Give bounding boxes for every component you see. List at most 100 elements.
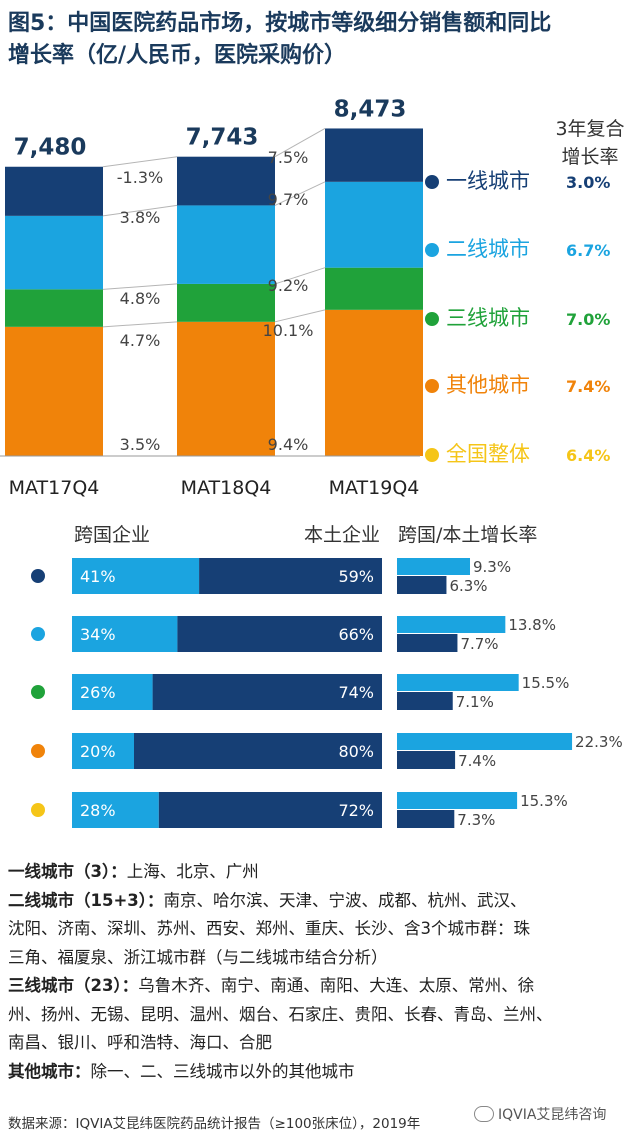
mnc-share-label: 28% xyxy=(80,801,116,820)
x-tick-label: MAT19Q4 xyxy=(329,477,420,499)
local-share-label: 66% xyxy=(338,625,374,644)
note-line: 沈阳、济南、深圳、苏州、西安、郑州、重庆、长沙、含3个城市群：珠 xyxy=(8,919,530,938)
legend-header-line: 3年复合 xyxy=(555,118,624,140)
local-growth-label: 6.3% xyxy=(449,577,487,595)
header-mnc: 跨国企业 xyxy=(74,524,150,546)
title-line-1: 图5：中国医院药品市场，按城市等级细分销售额和同比 xyxy=(8,11,552,36)
wechat-icon xyxy=(474,1106,494,1122)
connector-line xyxy=(274,128,326,158)
growth-label: 10.1% xyxy=(263,321,314,340)
mnc-growth-label: 15.5% xyxy=(522,674,570,692)
growth-label: 9.2% xyxy=(268,276,309,295)
connector-line xyxy=(102,283,178,290)
mnc-growth-bar xyxy=(397,616,506,633)
local-share-bar xyxy=(158,792,382,828)
stack-bar-segment xyxy=(325,267,423,310)
row-marker xyxy=(31,744,45,758)
mnc-growth-bar xyxy=(397,792,518,809)
total-label: 7,743 xyxy=(186,125,259,151)
legend-header-line: 增长率 xyxy=(561,146,618,168)
legend-marker xyxy=(425,243,439,257)
local-share-label: 74% xyxy=(338,683,374,702)
mnc-growth-label: 9.3% xyxy=(473,558,511,576)
row-marker xyxy=(31,627,45,641)
title-line-2: 增长率（亿/人民币，医院采购价） xyxy=(8,43,347,68)
legend-marker xyxy=(425,379,439,393)
watermark-text: IQVIA艾昆纬咨询 xyxy=(498,1107,607,1123)
mnc-growth-label: 13.8% xyxy=(508,616,556,634)
row-marker xyxy=(31,685,45,699)
note-line: 其他城市：除一、二、三线城市以外的其他城市 xyxy=(8,1061,355,1081)
growth-label: 4.8% xyxy=(120,289,161,308)
stack-bar-segment xyxy=(5,166,103,216)
local-growth-label: 7.3% xyxy=(457,811,495,829)
total-label: 8,473 xyxy=(334,96,407,122)
connector-line xyxy=(102,204,178,217)
stack-bar-segment xyxy=(325,309,423,456)
total-label: 7,480 xyxy=(14,135,87,161)
connector-line xyxy=(102,156,178,168)
local-growth-label: 7.4% xyxy=(458,752,496,770)
growth-label: 3.5% xyxy=(120,435,161,454)
growth-label: 3.8% xyxy=(120,208,161,227)
connector-line xyxy=(274,267,326,285)
local-growth-label: 7.1% xyxy=(456,693,494,711)
mnc-share-bar xyxy=(72,792,159,828)
stack-bar-segment xyxy=(177,156,275,206)
stack-bar-segment xyxy=(177,321,275,456)
local-share-bar xyxy=(152,674,382,710)
growth-label: 9.4% xyxy=(268,435,309,454)
note-line: 一线城市（3）：上海、北京、广州 xyxy=(8,862,259,881)
connector-line xyxy=(274,309,326,323)
growth-label: 4.7% xyxy=(120,331,161,350)
legend-label: 其他城市 xyxy=(446,373,530,397)
growth-label: 9.7% xyxy=(268,190,309,209)
stack-bar-segment xyxy=(177,283,275,322)
mnc-share-bar xyxy=(72,733,134,769)
legend-cagr: 3.0% xyxy=(566,173,610,192)
local-growth-bar xyxy=(397,634,458,652)
growth-label: 7.5% xyxy=(268,148,309,167)
watermark: IQVIA艾昆纬咨询 xyxy=(474,1104,606,1124)
connector-line xyxy=(102,321,178,328)
chart-canvas: MAT17Q4 7,480 MAT18Q4 7,743 MAT19Q4 8,473 -1.3… xyxy=(0,96,625,829)
stack-bar-segment xyxy=(5,326,103,456)
stack-bar-segment xyxy=(325,181,423,268)
legend-label: 二线城市 xyxy=(446,237,530,261)
legend-cagr: 7.0% xyxy=(566,310,610,329)
city-tier-notes: 一线城市（3）：上海、北京、广州 二线城市（15+3）：南京、哈尔滨、天津、宁波… xyxy=(8,858,636,1086)
legend-cagr: 6.7% xyxy=(566,241,610,260)
chart-title: 图5：中国医院药品市场，按城市等级细分销售额和同比 增长率（亿/人民币，医院采购… xyxy=(8,8,636,72)
local-share-label: 72% xyxy=(338,801,374,820)
mnc-growth-label: 22.3% xyxy=(575,733,623,751)
legend-marker xyxy=(425,312,439,326)
note-line: 州、扬州、无锡、昆明、温州、烟台、石家庄、贵阳、长春、青岛、兰州、 xyxy=(8,1004,553,1024)
legend-marker xyxy=(425,175,439,189)
mnc-share-label: 41% xyxy=(80,567,116,586)
row-marker xyxy=(31,569,45,583)
local-growth-bar xyxy=(397,751,456,769)
note-line: 二线城市（15+3）：南京、哈尔滨、天津、宁波、成都、杭州、武汉、 xyxy=(8,890,527,910)
data-source: 数据来源：IQVIA艾昆纬医院药品统计报告（≥100张床位），2019年 xyxy=(8,1116,421,1132)
row-marker xyxy=(31,803,45,817)
mnc-growth-label: 15.3% xyxy=(520,792,568,810)
local-share-bar xyxy=(199,558,382,594)
legend-marker xyxy=(425,448,439,462)
note-line: 南昌、银川、呼和浩特、海口、合肥 xyxy=(8,1033,272,1052)
mnc-share-label: 20% xyxy=(80,742,116,761)
local-growth-bar xyxy=(397,810,455,828)
stack-bar-segment xyxy=(325,128,423,182)
legend-label: 三线城市 xyxy=(446,306,530,330)
mnc-share-label: 34% xyxy=(80,625,116,644)
stack-bar-segment xyxy=(177,205,275,284)
legend-cagr: 6.4% xyxy=(566,446,610,465)
legend-label: 一线城市 xyxy=(446,169,530,193)
stack-bar-segment xyxy=(5,215,103,290)
stack-bar-segment xyxy=(5,289,103,327)
mnc-growth-bar xyxy=(397,733,573,750)
local-growth-bar xyxy=(397,692,453,710)
local-share-label: 59% xyxy=(338,567,374,586)
mnc-share-bar xyxy=(72,674,153,710)
local-growth-bar xyxy=(397,576,447,594)
note-line: 三角、福厦泉、浙江城市群（与二线城市结合分析） xyxy=(8,947,388,967)
